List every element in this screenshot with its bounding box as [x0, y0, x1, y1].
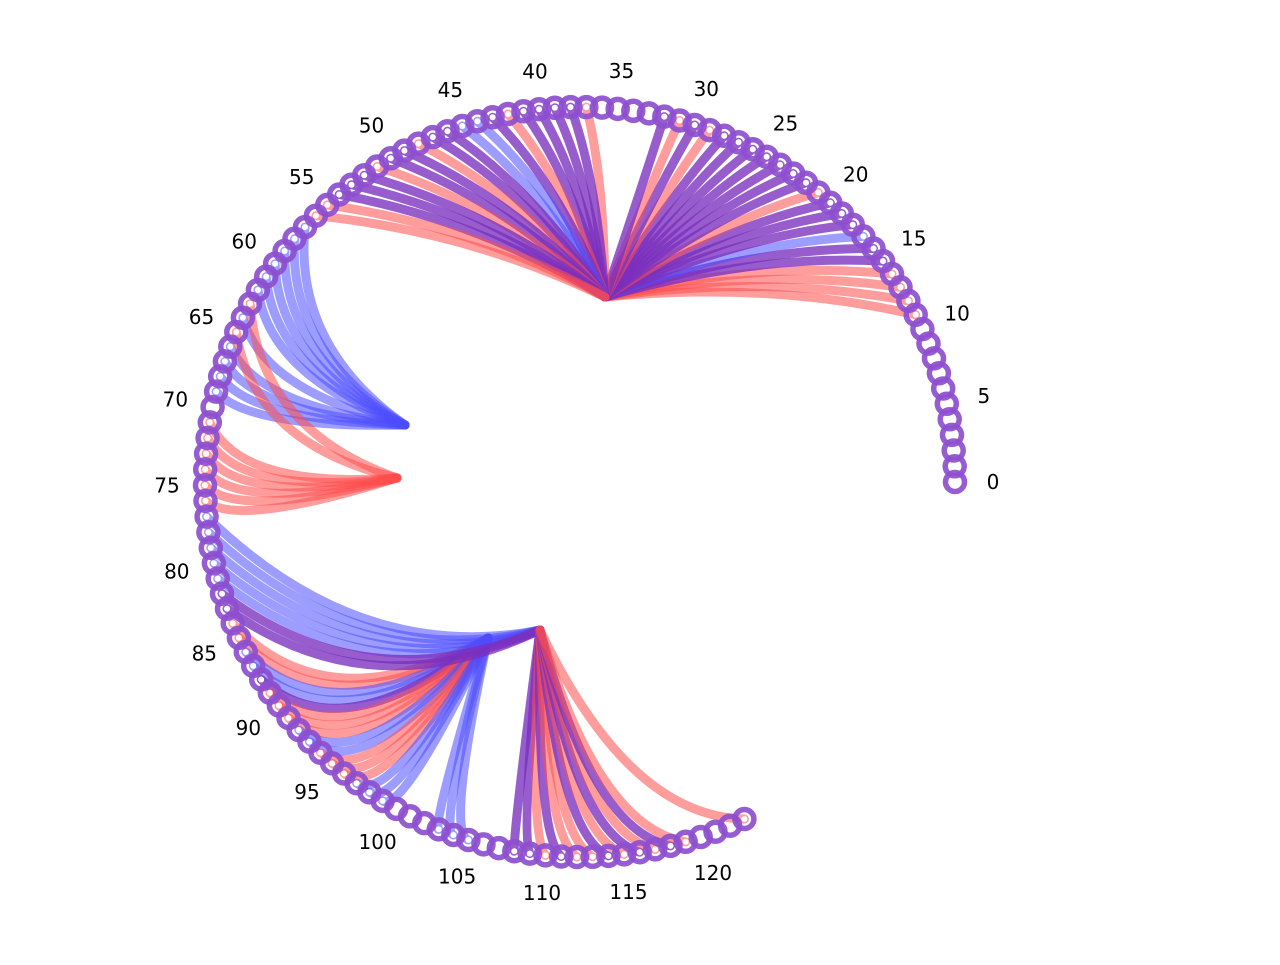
node-35 [605, 96, 630, 122]
node-74 [192, 457, 218, 482]
arc-link-65 [231, 327, 402, 483]
node-41 [511, 99, 536, 124]
tick-label-55: 55 [289, 165, 314, 189]
node-110 [533, 843, 558, 868]
node-79 [198, 535, 224, 561]
tick-label-20: 20 [843, 163, 868, 187]
tick-label-0: 0 [987, 470, 1000, 494]
node-108 [502, 838, 527, 864]
tick-label-40: 40 [522, 60, 547, 84]
node-107 [486, 835, 512, 861]
node-2 [941, 438, 966, 463]
node-113 [580, 844, 605, 870]
node-70 [200, 394, 225, 420]
node-73 [193, 441, 219, 466]
node-75 [192, 472, 218, 498]
tick-label-105: 105 [438, 864, 476, 888]
tick-label-65: 65 [189, 305, 214, 329]
tick-label-5: 5 [978, 384, 991, 408]
node-71 [197, 410, 223, 435]
node-33 [636, 101, 662, 126]
node-32 [652, 104, 677, 129]
node-36 [589, 95, 615, 120]
tick-label-60: 60 [231, 230, 256, 254]
tick-label-100: 100 [359, 830, 397, 854]
node-123 [732, 806, 757, 832]
tick-label-25: 25 [773, 112, 798, 136]
tick-label-layer: 0 5 10 15 20 25 30 35 40 45 50 55 60 65 70 75 80 85 90 95 10… [154, 59, 999, 905]
node-1 [942, 454, 967, 479]
node-38 [558, 94, 583, 120]
node-76 [193, 488, 218, 514]
node-72 [195, 425, 220, 451]
tick-label-75: 75 [154, 474, 179, 498]
tick-label-70: 70 [163, 387, 188, 411]
tick-label-10: 10 [944, 302, 969, 326]
node-4 [937, 407, 962, 432]
tick-label-85: 85 [192, 642, 217, 666]
tick-label-115: 115 [609, 880, 647, 904]
node-40 [526, 96, 552, 122]
tick-label-110: 110 [523, 881, 561, 905]
node-114 [596, 843, 621, 869]
node-115 [611, 842, 637, 867]
node-78 [196, 520, 221, 545]
tick-label-15: 15 [901, 227, 926, 251]
tick-label-45: 45 [438, 78, 463, 102]
node-3 [939, 422, 965, 448]
arc-link-83 [222, 604, 545, 671]
node-layer [192, 94, 968, 870]
node-111 [548, 844, 574, 869]
arc-link-32 [600, 112, 669, 302]
node-77 [194, 504, 219, 529]
node-34 [621, 98, 646, 124]
node-112 [564, 844, 590, 870]
node-42 [495, 101, 521, 127]
node-39 [542, 95, 568, 121]
arc-link-119 [535, 625, 691, 847]
node-37 [574, 94, 599, 120]
node-116 [627, 839, 652, 865]
node-109 [517, 841, 543, 866]
node-0 [942, 469, 968, 495]
tick-label-80: 80 [164, 560, 189, 584]
tick-label-50: 50 [359, 114, 384, 138]
tick-label-90: 90 [236, 716, 261, 740]
tick-label-120: 120 [694, 861, 732, 885]
tick-label-30: 30 [694, 77, 719, 101]
arc-link-123 [535, 625, 749, 824]
tick-label-35: 35 [609, 59, 634, 83]
arc-link-56 [311, 211, 610, 302]
tick-label-95: 95 [294, 780, 319, 804]
